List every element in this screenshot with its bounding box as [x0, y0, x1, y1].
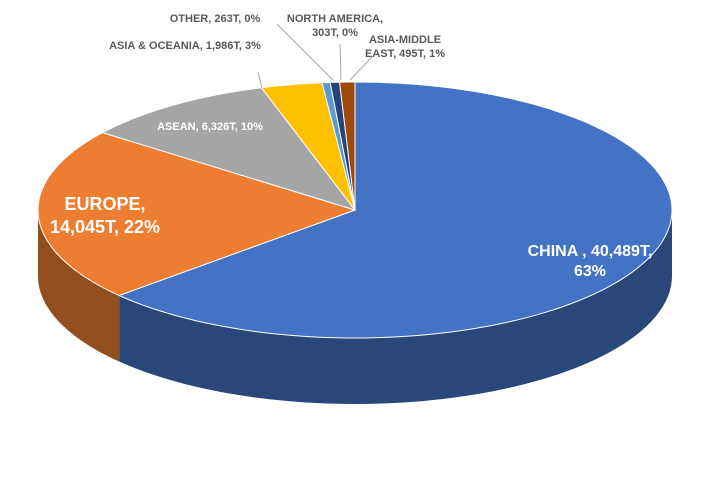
leader-line — [276, 23, 334, 81]
leader-line — [339, 43, 342, 81]
slice-side — [38, 210, 120, 362]
data-label: ASEAN, 6,326T, 10% — [157, 121, 263, 133]
slice — [101, 87, 357, 211]
slice — [117, 81, 673, 339]
data-label: EUROPE, 14,045T, 22% — [49, 194, 161, 237]
leader-line — [349, 56, 373, 81]
data-label: NORTH AMERICA, 303T, 0% — [286, 13, 384, 39]
slice — [37, 132, 357, 297]
data-label: CHINA , 40,489T, 63% — [527, 243, 653, 280]
slice — [260, 82, 356, 211]
data-label: ASIA-MIDDLE EAST, 495T, 1% — [364, 34, 446, 60]
data-label: OTHER, 263T, 0% — [169, 13, 261, 25]
leader-line — [257, 71, 263, 89]
data-label: ASIA & OCEANIA, 1,986T, 3% — [109, 40, 261, 52]
slice — [339, 81, 356, 211]
slice-side — [119, 210, 672, 404]
